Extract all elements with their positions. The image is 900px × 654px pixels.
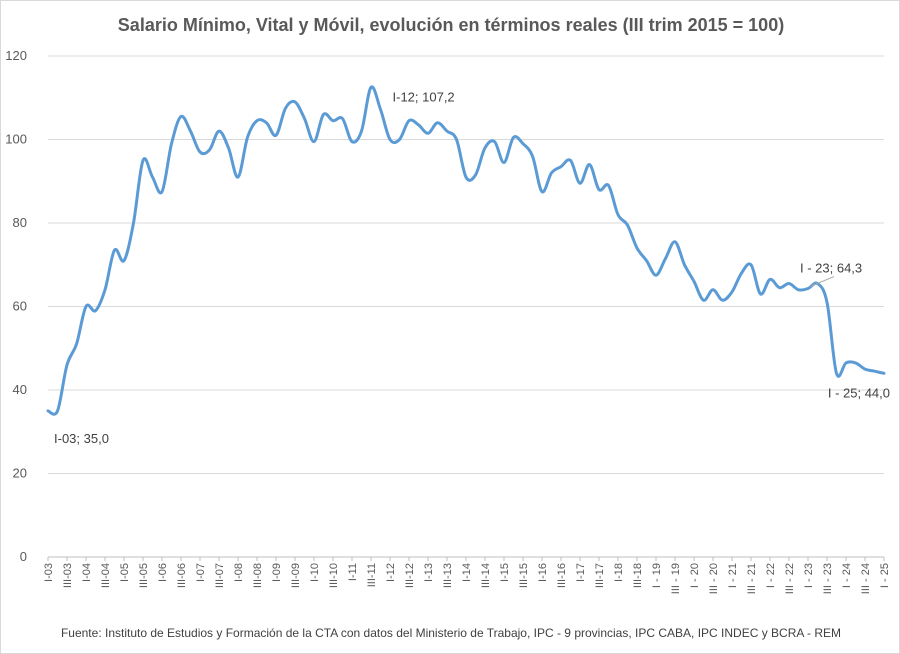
x-axis: I-03 III-03 I-04 III-04 I-05 III-05 I-06 III-06… <box>43 557 891 594</box>
source-note: Fuente: Instituto de Estudios y Formació… <box>61 626 841 640</box>
chart-title: Salario Mínimo, Vital y Móvil, evolución… <box>118 15 784 35</box>
x-tick-label: I-10 <box>309 563 321 582</box>
x-tick-label: III - 20 <box>708 563 720 594</box>
data-label: I - 23; 64,3 <box>800 261 862 276</box>
y-tick-label: 40 <box>13 382 27 397</box>
series-line <box>46 85 886 416</box>
x-tick-label: I-11 <box>347 563 359 581</box>
x-tick-label: III - 23 <box>822 563 834 594</box>
x-tick-label: III-16 <box>556 563 568 588</box>
x-tick-label: III-13 <box>442 563 454 588</box>
x-tick-label: I - 22 <box>765 563 777 588</box>
x-tick-label: I-14 <box>461 563 473 582</box>
annotations: I-03; 35,0 I-12; 107,2 I - 23; 64,3 I - 25;… <box>54 89 890 445</box>
y-tick-label: 80 <box>13 215 27 230</box>
annotation-leader <box>809 276 835 288</box>
x-tick-label: I-09 <box>271 563 283 582</box>
x-tick-label: I - 25 <box>879 563 891 588</box>
x-tick-label: III - 19 <box>670 563 682 594</box>
x-tick-label: I-03 <box>43 563 55 582</box>
x-tick-label: I - 24 <box>841 563 853 588</box>
x-tick-label: I - 20 <box>689 563 701 588</box>
x-tick-label: III-08 <box>252 563 264 588</box>
x-tick-label: III-09 <box>290 563 302 588</box>
gridlines <box>48 55 884 558</box>
x-tick-label: III-03 <box>62 563 74 588</box>
x-tick-label: I-04 <box>81 563 93 582</box>
x-tick-label: I-07 <box>195 563 207 582</box>
x-tick-label: III - 21 <box>746 563 758 594</box>
x-tick-label: I-08 <box>233 563 245 582</box>
data-label: I-03; 35,0 <box>54 431 109 446</box>
y-axis: 0 20 40 60 80 100 120 <box>5 48 27 564</box>
x-tick-label: I - 21 <box>727 563 739 588</box>
y-tick-label: 0 <box>20 549 27 564</box>
y-tick-label: 120 <box>5 48 27 63</box>
x-tick-label: III-15 <box>518 563 530 588</box>
x-tick-label: III-04 <box>100 563 112 588</box>
x-tick-label: I - 23 <box>803 563 815 588</box>
x-tick-label: I-05 <box>119 563 131 582</box>
x-tick-label: I-12 <box>385 563 397 582</box>
x-tick-label: III-17 <box>594 563 606 588</box>
data-label: I - 25; 44,0 <box>828 385 890 400</box>
x-tick-label: I-13 <box>423 563 435 582</box>
x-tick-label: III-18 <box>632 563 644 588</box>
x-tick-label: III-14 <box>480 563 492 588</box>
x-tick-label: I-06 <box>157 563 169 582</box>
x-tick-label: III-06 <box>176 563 188 588</box>
y-tick-label: 100 <box>5 132 27 147</box>
x-tick-label: III-10 <box>328 563 340 588</box>
x-tick-label: III - 24 <box>860 563 872 594</box>
x-tick-label: III-12 <box>404 563 416 588</box>
x-tick-label: III-11 <box>366 563 378 587</box>
x-tick-label: III - 22 <box>784 563 796 594</box>
x-tick-label: I - 19 <box>651 563 663 588</box>
x-tick-label: III-05 <box>138 563 150 588</box>
x-tick-label: I-16 <box>537 563 549 582</box>
x-tick-label: I-17 <box>575 563 587 582</box>
y-tick-label: 20 <box>13 466 27 481</box>
x-tick-label: I-15 <box>499 563 511 582</box>
y-tick-label: 60 <box>13 299 27 314</box>
data-label: I-12; 107,2 <box>393 89 455 104</box>
x-tick-label: I-18 <box>613 563 625 582</box>
x-tick-label: III-07 <box>214 563 226 588</box>
